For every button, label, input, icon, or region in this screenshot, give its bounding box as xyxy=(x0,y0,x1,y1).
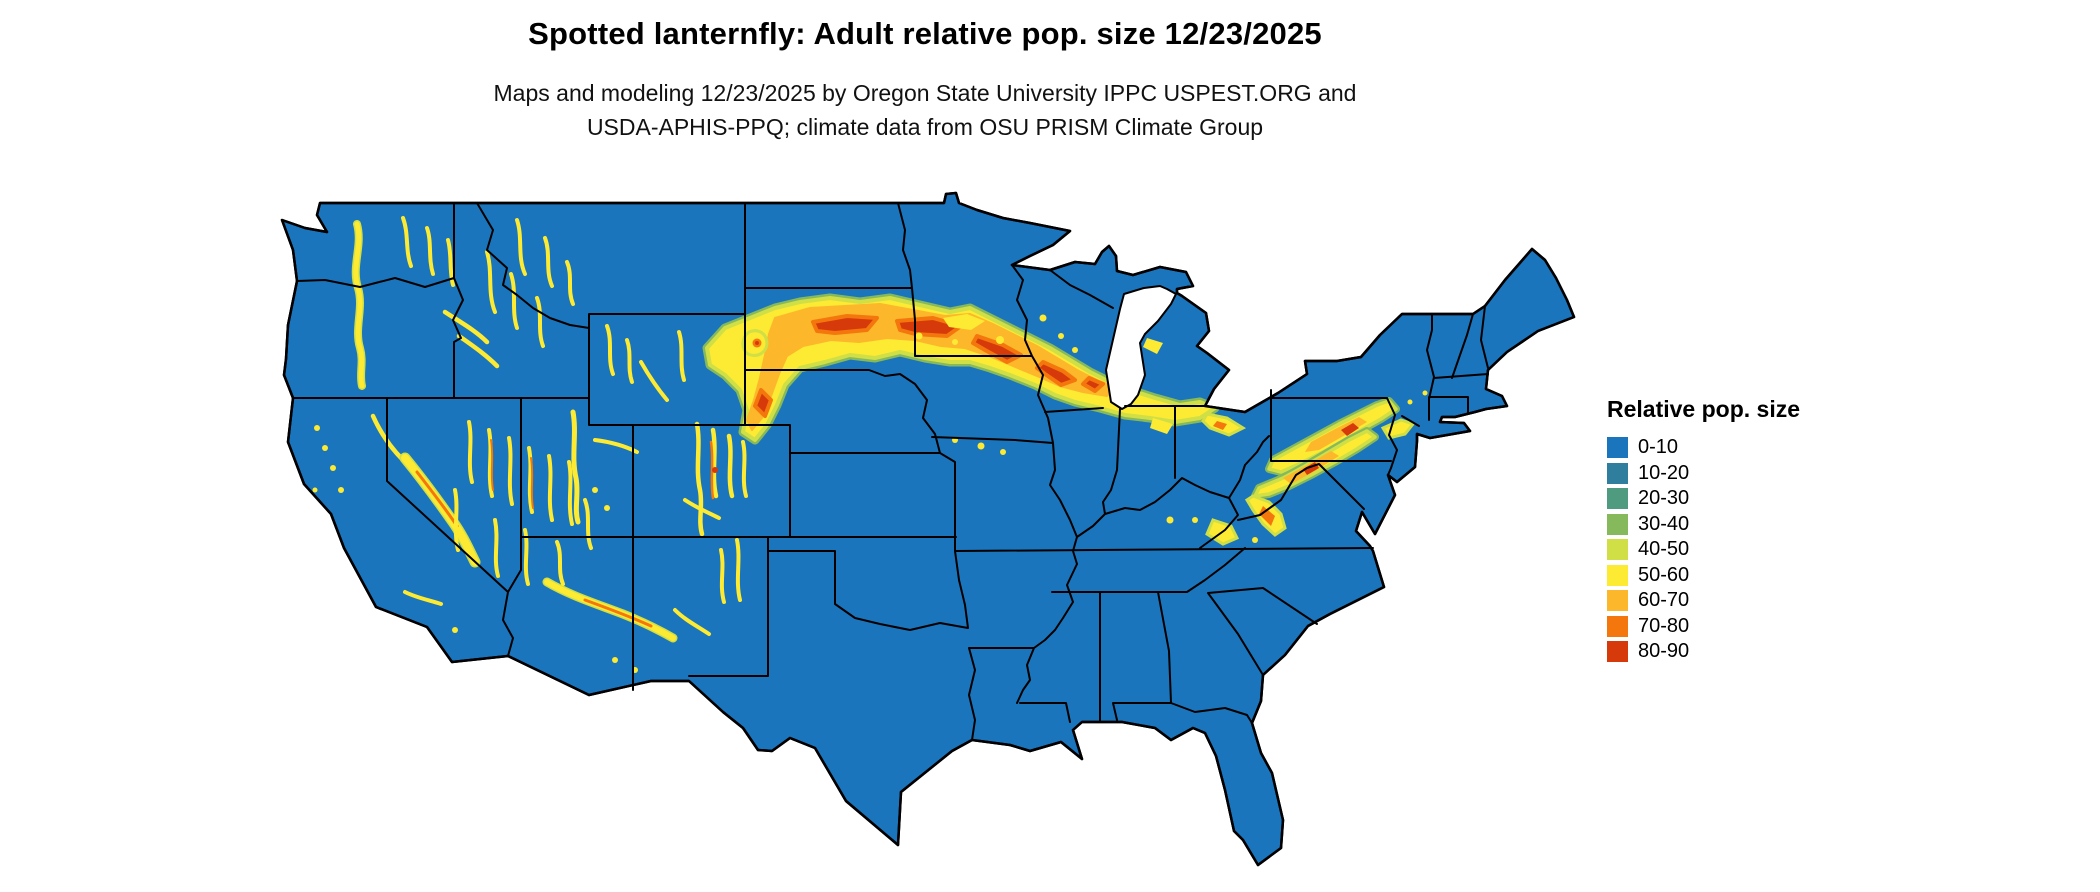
legend-item-label: 50-60 xyxy=(1638,563,1690,586)
legend-title: Relative pop. size xyxy=(1607,396,1801,422)
us-map xyxy=(280,191,1576,867)
legend-swatch xyxy=(1607,615,1628,637)
legend-item: 40-50 xyxy=(1607,537,1800,563)
legend-items: 0-10 10-20 20-30 30-40 40-50 50-60 60-70 70-80 8… xyxy=(1607,435,1800,665)
legend-item-label: 30-40 xyxy=(1638,512,1690,535)
lake-michigan xyxy=(1105,285,1177,410)
legend-item-label: 70-80 xyxy=(1638,614,1690,637)
legend-item-label: 40-50 xyxy=(1638,538,1690,561)
state-borders xyxy=(292,202,1489,741)
heat-band-plains xyxy=(702,293,1220,445)
subtitle-line-2: USDA-APHIS-PPQ; climate data from OSU PR… xyxy=(586,114,1264,140)
legend-swatch xyxy=(1607,488,1628,510)
population-heat-layer xyxy=(312,216,1428,673)
figure-header: Spotted lanternfly: Adult relative pop. … xyxy=(375,16,1475,144)
legend-swatch xyxy=(1607,539,1628,561)
heat-specks-midwest xyxy=(915,314,1173,455)
heat-black-hills xyxy=(741,329,769,357)
legend-swatch xyxy=(1607,590,1628,612)
legend-swatch xyxy=(1607,641,1628,663)
us-map-container xyxy=(255,190,1585,890)
heat-cluster-midatlantic xyxy=(1205,390,1428,546)
legend-item-label: 20-30 xyxy=(1638,487,1690,510)
legend-item: 60-70 xyxy=(1607,588,1800,614)
legend-item: 30-40 xyxy=(1607,512,1800,538)
figure-title: Spotted lanternfly: Adult relative pop. … xyxy=(528,16,1322,51)
legend-item: 20-30 xyxy=(1607,486,1800,512)
legend-item: 0-10 xyxy=(1607,435,1800,461)
legend-item-label: 80-90 xyxy=(1638,640,1690,663)
legend-item: 80-90 xyxy=(1607,639,1800,665)
figure-subtitle: Maps and modeling 12/23/2025 by Oregon S… xyxy=(375,76,1475,144)
legend-swatch xyxy=(1607,437,1628,459)
legend-item-label: 0-10 xyxy=(1638,436,1679,459)
us-land xyxy=(280,191,1576,867)
heat-ohio-valley xyxy=(1166,412,1247,524)
legend-item: 70-80 xyxy=(1607,614,1800,640)
legend-item: 10-20 xyxy=(1607,461,1800,487)
legend-swatch xyxy=(1607,462,1628,484)
legend-swatch xyxy=(1607,564,1628,586)
legend-swatch xyxy=(1607,513,1628,535)
map-legend: Relative pop. size 0-10 10-20 20-30 30-40 40… xyxy=(1607,396,1800,665)
us-outline xyxy=(280,191,1576,867)
heat-dots-west xyxy=(312,425,718,673)
legend-item-label: 60-70 xyxy=(1638,589,1690,612)
legend-item-label: 10-20 xyxy=(1638,461,1690,484)
legend-item: 50-60 xyxy=(1607,563,1800,589)
heat-ranges-west xyxy=(351,216,748,643)
subtitle-line-1: Maps and modeling 12/23/2025 by Oregon S… xyxy=(493,80,1357,106)
